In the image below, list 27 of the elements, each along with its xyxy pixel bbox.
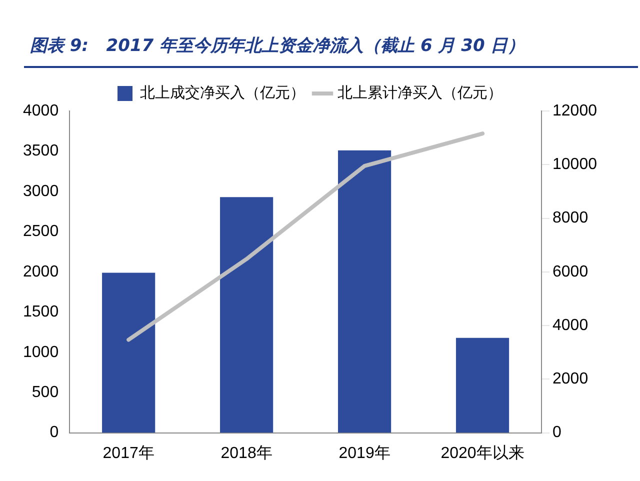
y2-tick-label: 2000 bbox=[552, 370, 588, 388]
y-tick-label: 2000 bbox=[23, 263, 59, 280]
x-tick-label: 2017年 bbox=[102, 444, 154, 462]
y-tick-label: 4000 bbox=[23, 102, 59, 120]
y2-tick-label: 8000 bbox=[552, 210, 588, 227]
y-tick-label: 1500 bbox=[23, 304, 59, 321]
y-tick-label: 0 bbox=[50, 424, 59, 442]
y-tick-label: 500 bbox=[32, 384, 59, 401]
bar bbox=[338, 150, 392, 433]
y-tick-label: 2500 bbox=[23, 223, 59, 240]
x-tick-label: 2018年 bbox=[220, 444, 272, 462]
y2-tick-label: 4000 bbox=[552, 316, 588, 334]
chart-title: 图表 9: 2017 年至今历年北上资金净流入（截止 6 月 30 日） bbox=[30, 35, 525, 57]
legend-label: 北上成交净买入（亿元） bbox=[140, 84, 305, 102]
bar bbox=[102, 272, 156, 433]
bar bbox=[220, 197, 274, 433]
y-tick-label: 1000 bbox=[23, 344, 59, 361]
y-tick-label: 3500 bbox=[23, 142, 59, 160]
x-tick-label: 2019年 bbox=[338, 444, 390, 462]
y2-tick-label: 10000 bbox=[552, 156, 598, 174]
y2-tick-label: 12000 bbox=[552, 102, 598, 120]
y2-tick-label: 0 bbox=[552, 424, 562, 442]
y-tick-label: 3000 bbox=[23, 182, 59, 200]
x-tick-label: 2020年以来 bbox=[440, 444, 524, 462]
y2-tick-label: 6000 bbox=[552, 263, 588, 280]
legend-label: 北上累计净买入（亿元） bbox=[338, 84, 502, 102]
bar bbox=[456, 338, 510, 433]
